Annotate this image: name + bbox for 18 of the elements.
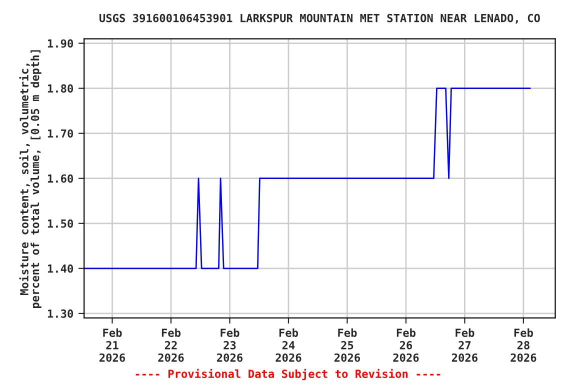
x-tick-label: Feb 24 2026 <box>276 328 302 362</box>
y-tick-label: 1.90 <box>48 39 74 48</box>
x-tick-label: Feb 23 2026 <box>216 328 243 362</box>
x-tick-label: Feb 27 2026 <box>452 328 478 362</box>
y-tick-label: 1.50 <box>48 219 74 228</box>
y-tick-label: 1.80 <box>48 84 74 93</box>
x-tick-label: Feb 25 2026 <box>334 328 360 362</box>
x-tick-label: Feb 26 2026 <box>393 328 419 362</box>
y-tick-label: 1.40 <box>48 264 74 273</box>
x-tick-label: Feb 28 2026 <box>510 328 536 362</box>
y-tick-label: 1.60 <box>48 174 74 183</box>
y-axis-title: Moisture content, soil, volumetric, percent of total volume, [0.05 m depth] <box>19 50 42 308</box>
y-tick-label: 1.30 <box>48 309 74 318</box>
y-tick-label: 1.70 <box>48 129 74 138</box>
text: ---- Provisional Data Subject to Revision ---- <box>136 368 440 380</box>
x-tick-label: Feb 21 2026 <box>99 328 126 362</box>
x-tick-label: Feb 22 2026 <box>158 328 184 362</box>
chart-title: USGS 391600106453901 LARKSPUR MOUNTAIN MET STATION NEAR LENADO, CO <box>100 14 540 24</box>
